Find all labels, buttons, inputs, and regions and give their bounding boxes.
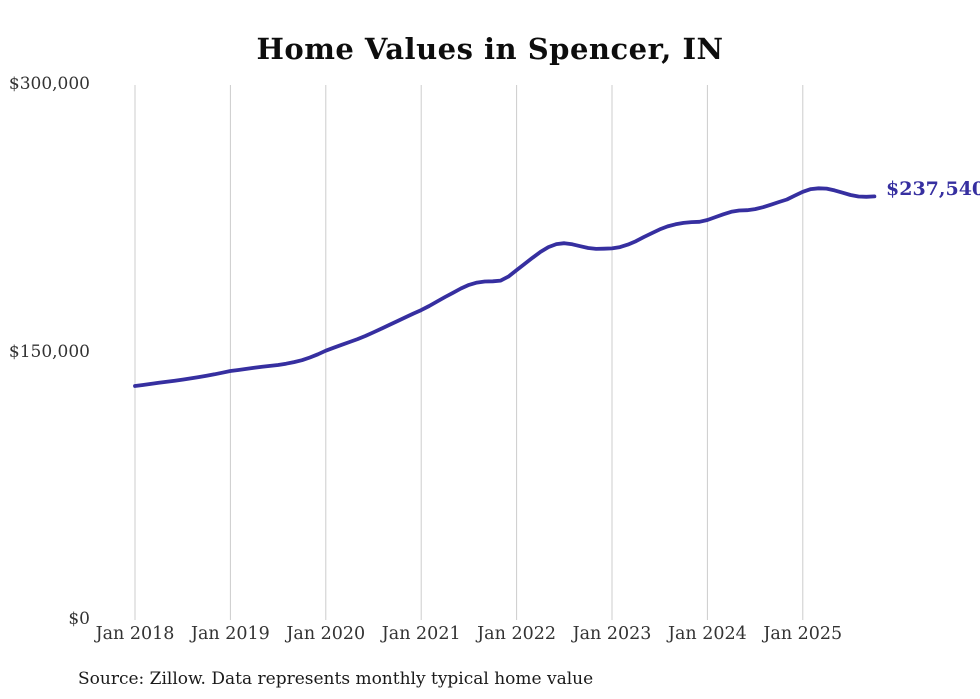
home-value-series-line: [133, 186, 877, 388]
x-tick-label: Jan 2023: [572, 624, 652, 644]
x-tick-label: Jan 2020: [286, 624, 366, 644]
latest-value-label: $237,540: [886, 178, 980, 200]
x-tick-label: Jan 2022: [477, 624, 556, 644]
y-tick-label: $150,000: [8, 341, 90, 362]
x-tick-label: Jan 2019: [190, 624, 270, 644]
x-tick-label: Jan 2018: [95, 624, 175, 644]
y-tick-label: $0: [68, 609, 90, 629]
chart-title: Home Values in Spencer, IN: [256, 32, 724, 66]
source-note: Source: Zillow. Data represents monthly …: [78, 669, 594, 689]
x-tick-label: Jan 2021: [381, 624, 461, 644]
y-tick-label: $300,000: [8, 74, 90, 94]
x-tick-label: Jan 2024: [667, 624, 747, 644]
x-tick-label: Jan 2025: [763, 624, 843, 644]
